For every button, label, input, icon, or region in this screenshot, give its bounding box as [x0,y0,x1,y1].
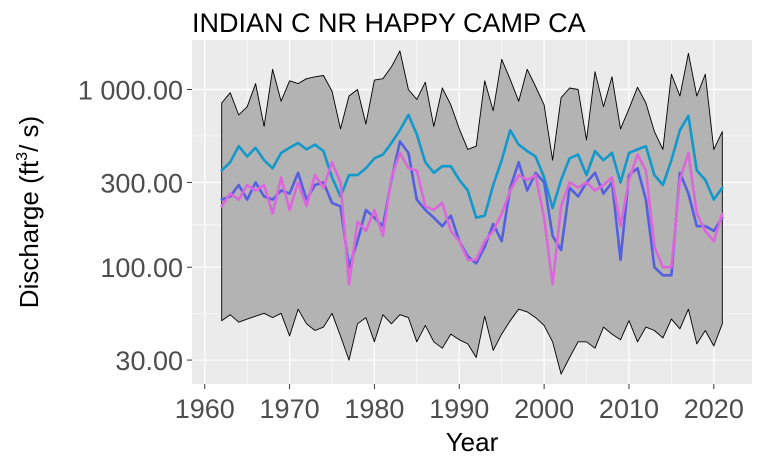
x-tick-label: 2020 [684,394,744,424]
y-tick-label: 30.00 [115,346,183,376]
x-tick-label: 1960 [175,394,235,424]
y-axis-label-main: Discharge (ft [14,160,44,308]
series-line-teal [220,113,724,219]
x-tick-label: 1980 [344,394,404,424]
discharge-range-band [221,50,723,375]
y-axis-label: Discharge (ft3/ s) [14,116,44,308]
x-tick-label: 2010 [599,394,659,424]
y-tick-label: 1 000.00 [78,76,183,106]
x-axis-ticks: 1960 1970 1980 1990 2000 2010 2020 [175,384,744,424]
y-axis-label-unit: / s) [14,116,44,152]
x-axis-label: Year [446,427,499,457]
x-tick-label: 2000 [514,394,574,424]
y-axis-label-superscript: 3 [14,152,31,161]
chart-title: INDIAN C NR HAPPY CAMP CA [192,8,586,38]
y-tick-label: 300.00 [100,168,183,198]
x-tick-label: 1970 [260,394,320,424]
x-tick-label: 1990 [429,394,489,424]
series-line-magenta [220,151,724,286]
y-tick-label: 100.00 [100,253,183,283]
y-axis-ticks: 30.00 100.00 300.00 1 000.00 [78,76,192,376]
series-lines [220,113,724,286]
